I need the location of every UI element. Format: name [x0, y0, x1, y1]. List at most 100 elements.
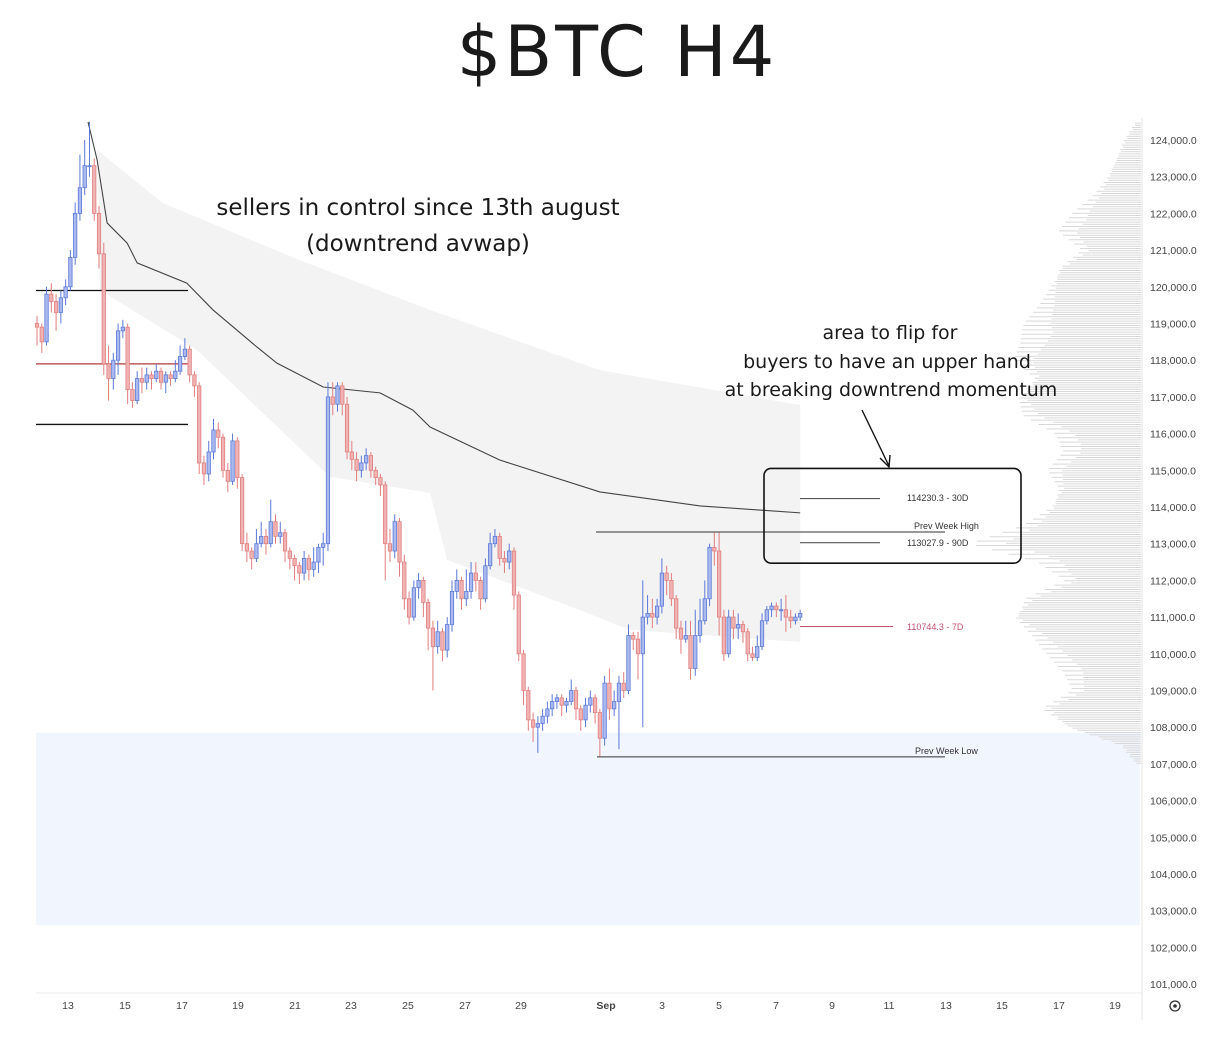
- candle-up: [550, 701, 555, 710]
- price-axis[interactable]: 124,000.0 123,000.0 122,000.0 121,000.0 120,…: [1150, 135, 1197, 991]
- candle-down: [383, 484, 388, 545]
- candle-up: [540, 715, 545, 724]
- candle-down: [774, 605, 779, 611]
- candle-down: [397, 521, 402, 563]
- candle-down: [349, 451, 354, 460]
- candle-down: [340, 385, 345, 405]
- time-tick-label: Sep: [596, 1000, 615, 1012]
- candle-up: [77, 187, 83, 214]
- price-tick-label: 108,000.0: [1150, 722, 1197, 734]
- candle-up: [759, 620, 765, 647]
- time-tick-label: 15: [119, 1000, 131, 1012]
- settings-icon[interactable]: [1169, 1000, 1181, 1012]
- candle-up: [564, 701, 569, 706]
- candle-down: [53, 301, 59, 313]
- price-tick-label: 116,000.0: [1150, 429, 1196, 441]
- candle-up: [464, 591, 469, 600]
- candle-down: [497, 535, 502, 559]
- candle-up: [492, 535, 498, 545]
- candles-layer: [34, 121, 803, 757]
- candle-up: [468, 572, 474, 592]
- candle-up: [602, 682, 607, 739]
- candle-down: [530, 719, 536, 728]
- candle-up: [173, 370, 178, 379]
- candle-down: [516, 594, 521, 655]
- price-tick-label: 114,000.0: [1150, 502, 1196, 514]
- candle-up: [626, 635, 631, 691]
- candle-down: [158, 370, 164, 383]
- candle-up: [435, 631, 440, 647]
- candle-down: [740, 624, 746, 633]
- candle-up: [454, 580, 459, 592]
- candle-up: [44, 293, 49, 343]
- candle-down: [34, 323, 40, 328]
- annotation-sellers-line2: (downtrend avwap): [306, 231, 530, 257]
- candle-up: [364, 455, 369, 464]
- candle-up: [693, 635, 698, 669]
- candle-down: [235, 440, 240, 479]
- candle-down: [406, 598, 412, 618]
- candle-down: [597, 712, 602, 739]
- candle-down: [631, 635, 636, 640]
- annotation-flip-line3: at breaking downtrend momentum: [725, 379, 1058, 401]
- price-tick-label: 117,000.0: [1150, 392, 1196, 404]
- chart-title: $BTC H4: [457, 11, 778, 93]
- candle-down: [306, 557, 311, 570]
- time-axis[interactable]: 13 15 17 19 21 23 25 27 29 Sep 3 5 7 9 11 13 15 17 19: [62, 1000, 1121, 1012]
- candle-up: [87, 165, 92, 168]
- candle-up: [268, 521, 273, 545]
- candle-up: [177, 356, 183, 372]
- candle-up: [764, 609, 769, 622]
- candle-up: [302, 557, 307, 574]
- candle-up: [769, 605, 774, 611]
- candle-down: [220, 436, 226, 471]
- candle-up: [182, 348, 187, 357]
- candle-down: [92, 165, 97, 214]
- candle-down: [387, 543, 393, 552]
- price-tick-label: 104,000.0: [1150, 869, 1197, 881]
- candle-up: [697, 620, 703, 636]
- price-tick-label: 119,000.0: [1150, 319, 1196, 331]
- candle-up: [111, 359, 116, 379]
- avwap-line: [87, 121, 801, 514]
- time-tick-label: 29: [515, 1000, 527, 1012]
- candle-down: [573, 690, 579, 710]
- candle-down: [669, 580, 674, 600]
- candle-up: [82, 165, 87, 189]
- price-tick-label: 112,000.0: [1150, 575, 1196, 587]
- candle-down: [292, 557, 297, 567]
- time-tick-label: 23: [345, 1000, 357, 1012]
- time-tick-label: 15: [996, 1000, 1008, 1012]
- candle-down: [750, 653, 755, 658]
- candle-down: [635, 638, 641, 655]
- candle-up: [655, 605, 660, 618]
- candle-up: [316, 546, 321, 563]
- annotation-flip-line2: buyers to have an upper hand: [743, 351, 1031, 373]
- candle-down: [282, 532, 288, 552]
- price-tick-label: 123,000.0: [1150, 172, 1197, 184]
- candle-down: [139, 378, 145, 383]
- demand-zone: [36, 732, 1140, 926]
- price-tick-label: 101,000.0: [1150, 979, 1197, 991]
- avwap-layer: [87, 121, 801, 514]
- candle-down: [440, 631, 445, 651]
- price-tick-label: 113,000.0: [1150, 539, 1196, 551]
- flip-area-box: [763, 467, 1022, 564]
- candle-down: [130, 389, 135, 401]
- candle-up: [335, 385, 340, 405]
- candle-up: [115, 330, 121, 361]
- candle-up: [702, 598, 707, 622]
- candle-down: [225, 469, 230, 482]
- candle-up: [583, 704, 588, 721]
- candle-down: [674, 598, 679, 629]
- candle-down: [168, 374, 173, 379]
- candle-up: [68, 257, 73, 288]
- candle-down: [125, 326, 130, 390]
- candle-up: [63, 286, 68, 299]
- time-tick-label: 13: [940, 1000, 952, 1012]
- price-tick-label: 105,000.0: [1150, 832, 1197, 844]
- candle-up: [640, 616, 645, 655]
- price-tick-label: 115,000.0: [1150, 465, 1196, 477]
- candle-down: [621, 682, 626, 691]
